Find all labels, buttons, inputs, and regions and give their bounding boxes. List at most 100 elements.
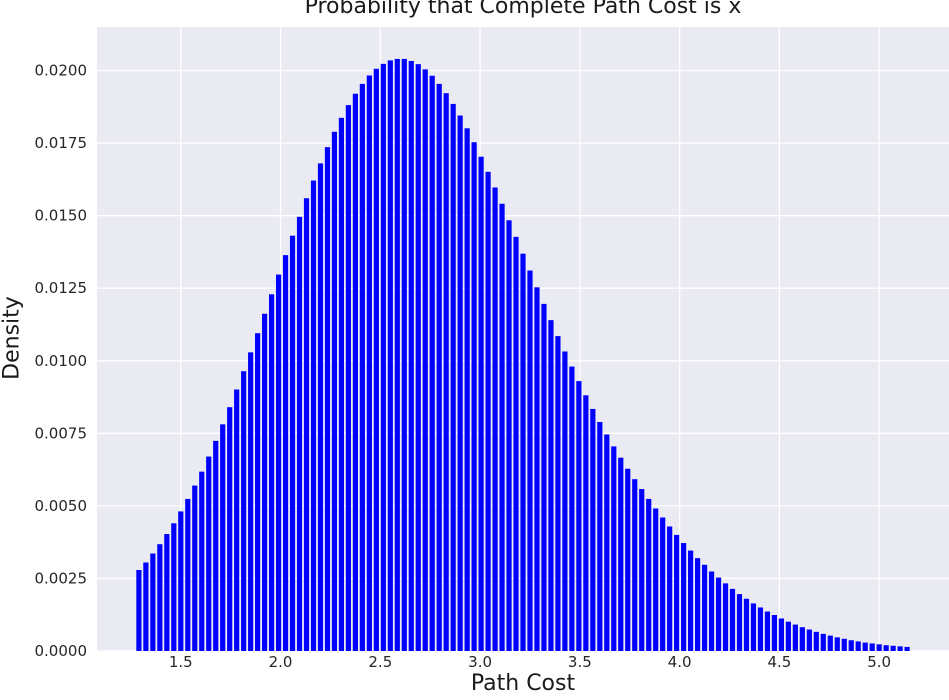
bar bbox=[757, 607, 764, 651]
bar bbox=[729, 588, 736, 651]
bars-group bbox=[136, 58, 910, 652]
bar bbox=[694, 558, 701, 651]
bar bbox=[548, 320, 554, 651]
bar bbox=[688, 550, 694, 651]
bar bbox=[674, 534, 680, 651]
bar bbox=[541, 303, 547, 651]
bar bbox=[478, 156, 484, 651]
bar bbox=[422, 69, 428, 651]
bar bbox=[234, 389, 240, 651]
bar bbox=[841, 638, 847, 651]
bar bbox=[520, 253, 526, 651]
x-tick-label: 4.5 bbox=[767, 653, 791, 671]
x-tick-label: 3.5 bbox=[568, 653, 592, 671]
bar bbox=[429, 75, 435, 651]
bar bbox=[604, 434, 610, 651]
bar bbox=[834, 637, 840, 651]
bar bbox=[443, 93, 449, 651]
x-tick-label: 3.0 bbox=[468, 653, 492, 671]
x-tick-label: 5.0 bbox=[867, 653, 891, 671]
bar bbox=[185, 498, 191, 651]
bar bbox=[171, 523, 177, 651]
bar bbox=[387, 60, 393, 651]
bar bbox=[506, 220, 512, 652]
bar bbox=[597, 422, 603, 651]
y-tick-label: 0.0175 bbox=[35, 134, 88, 152]
x-tick-label: 2.5 bbox=[368, 653, 392, 671]
bar bbox=[450, 103, 456, 652]
bar bbox=[653, 508, 659, 651]
y-axis-label: Density bbox=[0, 296, 25, 380]
bar bbox=[855, 641, 861, 651]
bar bbox=[778, 618, 784, 651]
bar bbox=[310, 180, 317, 651]
bar bbox=[555, 336, 561, 651]
bar bbox=[862, 642, 868, 651]
y-tick-label: 0.0025 bbox=[35, 569, 88, 587]
bar bbox=[275, 274, 282, 651]
bar bbox=[632, 479, 638, 651]
bar bbox=[499, 203, 505, 651]
bar bbox=[213, 440, 219, 651]
bar bbox=[639, 489, 645, 651]
bar bbox=[338, 117, 345, 652]
bar bbox=[143, 562, 149, 651]
bar bbox=[611, 446, 617, 651]
bar bbox=[157, 544, 163, 651]
bar bbox=[883, 645, 889, 651]
bar bbox=[701, 564, 708, 651]
bar bbox=[562, 351, 568, 651]
bar bbox=[366, 75, 372, 652]
bar bbox=[806, 629, 812, 651]
bar bbox=[464, 128, 470, 652]
bar bbox=[569, 366, 575, 651]
bar bbox=[625, 468, 631, 651]
bar bbox=[471, 142, 477, 651]
bar bbox=[590, 408, 596, 651]
bar bbox=[492, 187, 498, 652]
bar bbox=[178, 511, 184, 651]
bar bbox=[345, 105, 352, 651]
bar bbox=[771, 615, 778, 651]
bar bbox=[715, 577, 722, 651]
y-tick-label: 0.0075 bbox=[35, 424, 88, 442]
bar bbox=[743, 598, 750, 651]
bar bbox=[220, 424, 226, 651]
bar bbox=[667, 526, 673, 651]
bar bbox=[199, 471, 205, 651]
bar bbox=[890, 645, 896, 651]
x-tick-labels: 1.5 2.0 2.5 3.0 3.5 4.0 4.5 5.0 bbox=[169, 653, 891, 671]
bar bbox=[136, 570, 142, 651]
bar bbox=[681, 543, 687, 651]
bar bbox=[394, 58, 400, 651]
bar bbox=[331, 131, 338, 652]
bar bbox=[485, 171, 491, 651]
bar bbox=[618, 457, 624, 651]
y-tick-label: 0.0100 bbox=[35, 352, 88, 370]
x-axis-label: Path Cost bbox=[470, 671, 576, 696]
bar bbox=[296, 216, 303, 652]
bar bbox=[750, 603, 757, 651]
bar bbox=[736, 594, 743, 651]
bar bbox=[513, 236, 519, 651]
bar bbox=[708, 571, 715, 651]
chart-title: Probability that Complete Path Cost is x bbox=[304, 0, 742, 19]
bar bbox=[401, 58, 407, 651]
bar bbox=[457, 115, 463, 651]
x-tick-label: 2.0 bbox=[269, 653, 293, 671]
y-tick-label: 0.0050 bbox=[35, 497, 88, 515]
bar bbox=[408, 60, 414, 651]
bar bbox=[792, 624, 798, 651]
bar bbox=[241, 371, 247, 651]
bar bbox=[583, 395, 589, 651]
bar bbox=[255, 333, 261, 651]
bar bbox=[352, 93, 358, 652]
bar bbox=[799, 627, 805, 651]
bar bbox=[534, 287, 540, 651]
bar bbox=[897, 646, 903, 651]
bar bbox=[827, 635, 833, 651]
bar bbox=[380, 63, 386, 651]
bar bbox=[660, 517, 666, 651]
y-tick-label: 0.0150 bbox=[35, 207, 88, 225]
